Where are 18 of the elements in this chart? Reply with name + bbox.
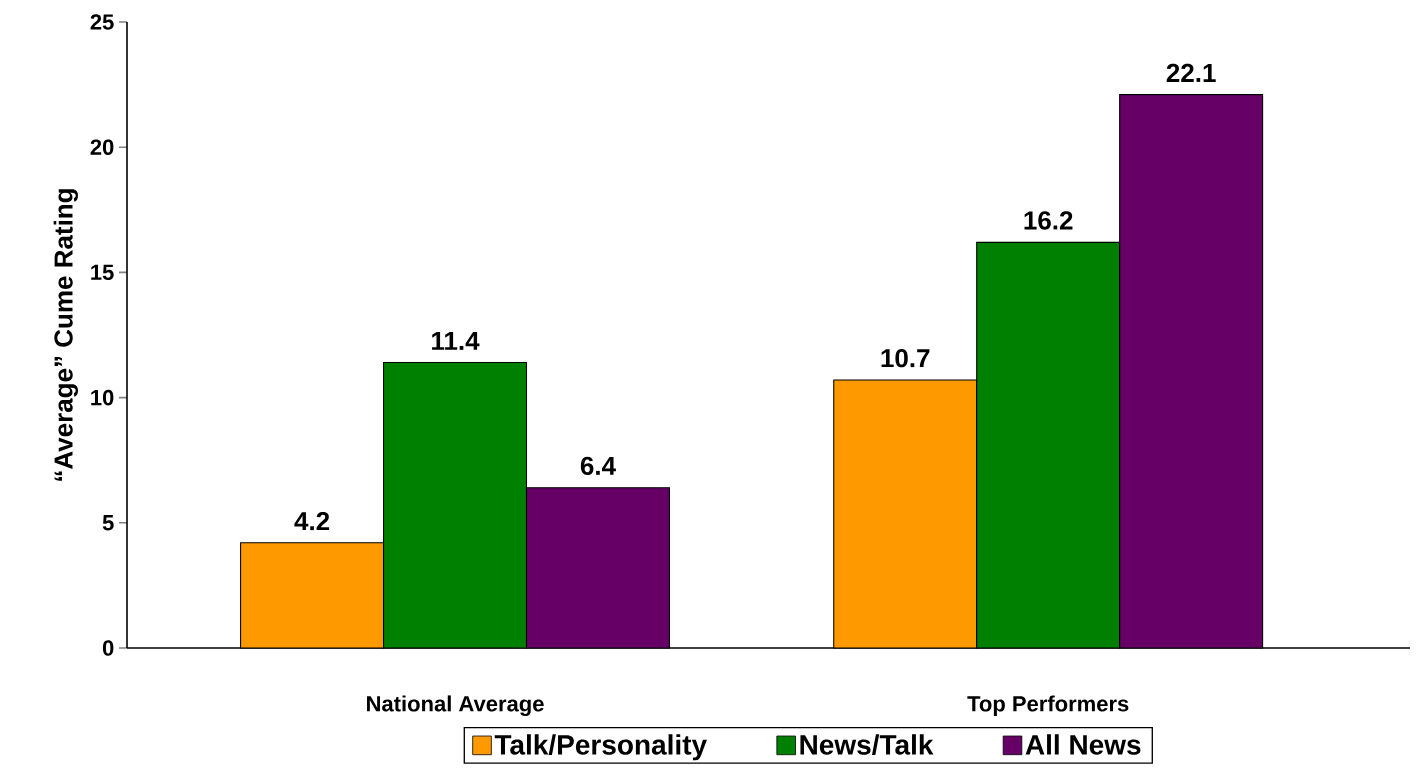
y-tick-label: 0 [102,640,114,656]
y-tick-label: 15 [91,264,114,281]
data-label: 22.1 [1166,63,1216,82]
legend-label: News/Talk [800,734,934,756]
data-label: 16.2 [1024,211,1073,230]
y-tick-label: 5 [102,515,114,531]
data-label: 4.2 [294,511,330,531]
data-label: 10.7 [881,348,930,368]
y-tick-label: 25 [90,14,114,30]
x-tick-label: National Average [367,695,544,716]
legend-label: Talk/Personality [494,734,707,761]
data-label: 6.4 [580,456,616,476]
data-label: 11.4 [432,331,480,350]
y-axis-title: “Average” Cume Rating [53,189,78,481]
legend-label: All News [1025,734,1141,755]
y-tick-label: 10 [91,389,114,406]
y-tick-label: 20 [90,139,114,155]
x-tick-label: Top Performers [967,695,1129,716]
